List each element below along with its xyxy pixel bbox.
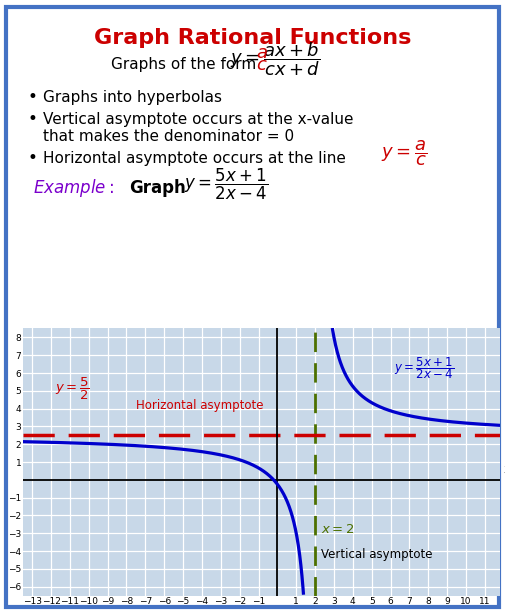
Text: Horizontal asymptote occurs at the line: Horizontal asymptote occurs at the line	[43, 151, 346, 166]
Text: $\mathit{Example:}$: $\mathit{Example:}$	[33, 177, 114, 199]
Text: •: •	[28, 110, 38, 128]
Text: Graph: Graph	[129, 179, 185, 197]
Text: Graphs into hyperbolas: Graphs into hyperbolas	[43, 90, 222, 104]
Text: $\mathit{a}$: $\mathit{a}$	[256, 44, 268, 63]
Text: •: •	[28, 149, 38, 168]
Text: $y=\dfrac{5}{2}$: $y=\dfrac{5}{2}$	[55, 376, 90, 402]
Text: Graphs of the form: Graphs of the form	[111, 57, 257, 72]
Text: $y=\dfrac{5x+1}{2x-4}$: $y=\dfrac{5x+1}{2x-4}$	[394, 355, 454, 381]
Text: $\mathit{y}=\dfrac{\mathit{a}x+b}{\mathit{c}x+d}$: $\mathit{y}=\dfrac{\mathit{a}x+b}{\mathi…	[230, 40, 321, 78]
Text: that makes the denominator = 0: that makes the denominator = 0	[43, 129, 294, 144]
Text: Horizontal asymptote: Horizontal asymptote	[136, 400, 264, 413]
Text: x: x	[503, 464, 505, 476]
Text: $\mathit{c}$: $\mathit{c}$	[256, 56, 268, 74]
Text: Vertical asymptote occurs at the x-value: Vertical asymptote occurs at the x-value	[43, 112, 354, 126]
Text: Vertical asymptote: Vertical asymptote	[321, 548, 432, 561]
Text: •: •	[28, 88, 38, 106]
Text: $y=\dfrac{5x+1}{2x-4}$: $y=\dfrac{5x+1}{2x-4}$	[184, 166, 268, 202]
Text: Graph Rational Functions: Graph Rational Functions	[94, 28, 411, 48]
Text: $x=2$: $x=2$	[321, 523, 355, 536]
Text: $\mathit{y}=\dfrac{\mathit{a}}{\mathit{c}}$: $\mathit{y}=\dfrac{\mathit{a}}{\mathit{c…	[381, 139, 428, 168]
